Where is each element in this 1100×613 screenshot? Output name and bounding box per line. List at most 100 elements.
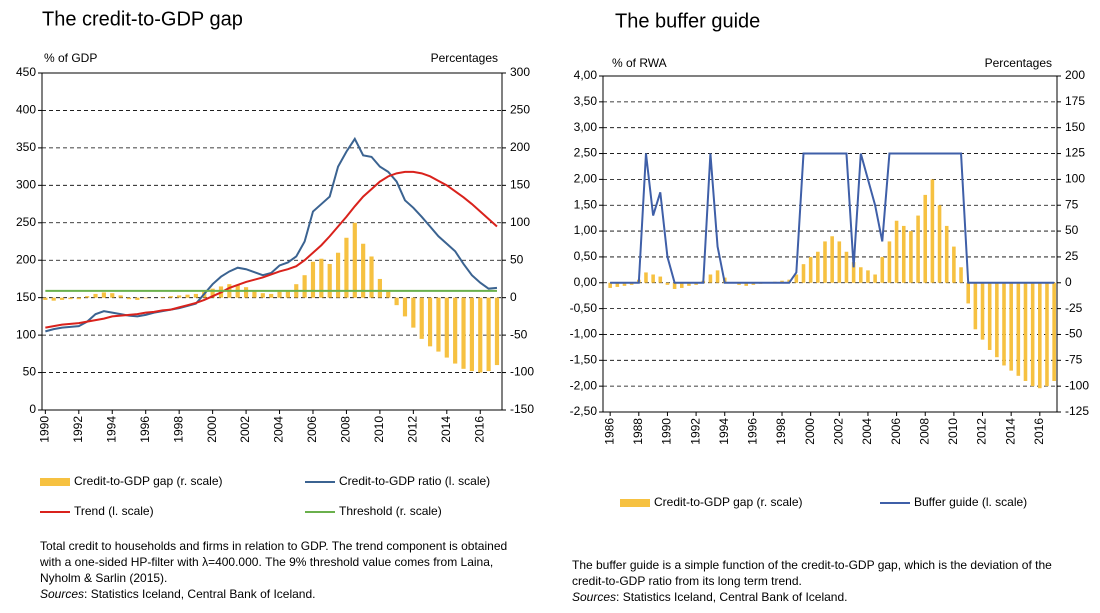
bar [708,274,713,283]
y-tick-label: 450 [16,65,36,79]
bar [168,296,173,298]
y2-tick-label: 125 [1065,146,1085,160]
bar [679,282,684,288]
bar [987,282,992,350]
bar [980,282,985,340]
bar [352,222,357,298]
sources-text: : Statistics Iceland, Central Bank of Ic… [84,587,316,601]
y2-tick-label: 250 [510,103,530,117]
bar [615,282,620,287]
y-tick-label: 0,50 [574,249,598,263]
bar [210,288,215,298]
y-axis-label: % of RWA [612,56,667,70]
x-tick-label: 2004 [860,418,874,445]
bar [916,215,920,283]
x-tick-label: 2008 [339,416,353,443]
bar [794,274,799,283]
y2-tick-label: -25 [1065,301,1083,315]
bar [319,258,324,298]
bar [394,297,399,306]
bar [369,256,374,298]
bar [973,282,978,330]
x-tick-label: 2002 [238,416,252,443]
legend-label: Trend (l. scale) [74,504,154,518]
y-tick-label: 0,00 [574,275,598,289]
bar [629,282,634,285]
y-axis-label: % of GDP [44,51,97,65]
x-tick-label: 2004 [272,416,286,443]
x-tick-label: 1996 [138,416,152,443]
bar [43,297,48,300]
y2-axis-label: Percentages [431,51,498,65]
x-tick-label: 1990 [38,416,52,443]
bar [335,252,341,298]
y2-tick-label: 300 [510,65,530,79]
y-tick-label: 350 [16,140,36,154]
bar [608,282,612,288]
legend-swatch [620,499,650,507]
bar [427,297,433,347]
bar [808,256,813,283]
y-tick-label: 250 [16,215,36,229]
y2-tick-label: 150 [510,178,530,192]
legend-label: Credit-to-GDP ratio (l. scale) [339,474,490,488]
y-tick-label: 0 [29,402,36,416]
bar [59,297,65,300]
y-tick-label: 3,50 [574,94,598,108]
bar [959,267,963,283]
x-tick-label: 2010 [372,416,386,443]
x-tick-label: 1998 [171,416,185,443]
sources: Sources: Statistics Iceland, Central Ban… [572,589,847,605]
y-tick-label: 2,00 [574,172,598,186]
legend-label: Credit-to-GDP gap (r. scale) [74,474,223,488]
y-tick-label: 150 [16,290,36,304]
y-tick-label: 4,00 [574,68,598,82]
bar [687,282,691,286]
y2-tick-label: 0 [1065,275,1072,289]
bar [419,297,424,339]
x-tick-label: 2000 [205,416,219,443]
bar [644,272,648,283]
bar [672,282,677,289]
bar [622,282,627,286]
y-tick-label: 100 [16,327,36,341]
bar [930,179,935,283]
bar [260,293,265,298]
line-series [610,152,1055,284]
x-tick-label: 2006 [305,416,319,443]
y2-tick-label: -100 [1065,378,1089,392]
bar [277,291,282,298]
x-tick-label: 2014 [1003,418,1017,445]
bar [135,297,140,300]
bar [851,262,856,283]
x-tick-label: 1992 [71,416,85,443]
y2-tick-label: 75 [1065,197,1079,211]
bar [866,270,870,283]
legend-label: Credit-to-GDP gap (r. scale) [654,495,803,509]
y-tick-label: 1,50 [574,197,598,211]
x-tick-label: 2008 [917,418,931,445]
bar [494,297,500,366]
bar [1038,282,1042,389]
bar [901,225,906,283]
bar [880,256,885,283]
bar [694,282,698,285]
legend-swatch [40,478,70,486]
bar [327,263,332,298]
bar [665,282,670,285]
bar [436,297,441,352]
bar [126,297,132,300]
bar [361,243,366,298]
bar [377,278,382,298]
chart-title: The buffer guide [615,10,760,32]
bar [894,220,899,283]
y2-axis-label: Percentages [985,56,1052,70]
x-tick-label: 2006 [889,418,903,445]
bar [85,296,90,298]
bar [344,237,349,298]
y2-tick-label: 100 [510,215,530,229]
y2-tick-label: 0 [510,290,517,304]
y2-tick-label: -50 [510,327,528,341]
